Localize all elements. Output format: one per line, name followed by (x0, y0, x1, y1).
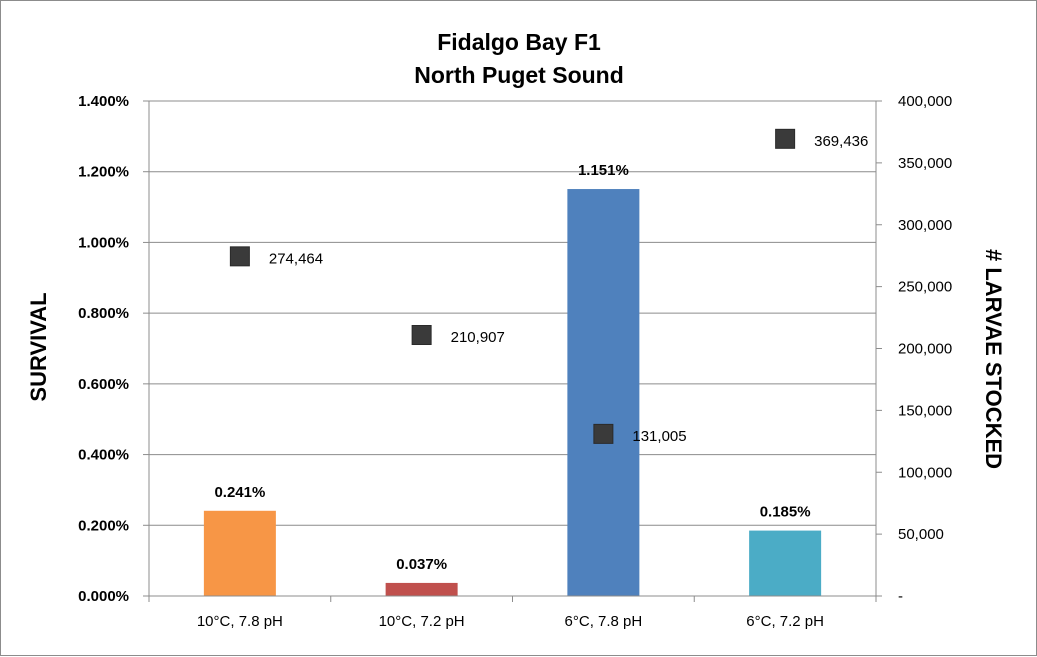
y-axis-title: SURVIVAL (26, 292, 51, 401)
larvae-data-label: 210,907 (451, 329, 505, 346)
larvae-series (229, 128, 796, 444)
y2-tick-label: 250,000 (898, 279, 952, 296)
y2-tick-label: - (898, 588, 903, 605)
survival-data-label: 0.037% (396, 556, 447, 573)
x-category-label: 6°C, 7.2 pH (746, 613, 824, 630)
y2-tick-label: 100,000 (898, 464, 952, 481)
survival-bar (567, 189, 640, 596)
chart-title-line1: Fidalgo Bay F1 (437, 29, 601, 55)
survival-bar (749, 530, 822, 596)
y-tick-label: 0.000% (78, 588, 129, 605)
y2-tick-label: 50,000 (898, 526, 944, 543)
y-tick-label: 0.200% (78, 517, 129, 534)
larvae-data-label: 131,005 (632, 428, 686, 445)
survival-data-label: 1.151% (578, 162, 629, 179)
survival-data-label: 0.185% (760, 504, 811, 521)
larvae-marker (229, 246, 250, 267)
y-tick-label: 0.400% (78, 447, 129, 464)
y-tick-label: 1.000% (78, 234, 129, 251)
x-category-label: 10°C, 7.2 pH (379, 613, 465, 630)
y-tick-label: 1.200% (78, 164, 129, 181)
bar-series (203, 189, 822, 596)
y2-tick-label: 150,000 (898, 402, 952, 419)
y2-tick-label: 300,000 (898, 217, 952, 234)
larvae-marker (775, 128, 796, 149)
survival-data-label: 0.241% (214, 484, 265, 501)
chart-title-line2: North Puget Sound (414, 62, 624, 88)
larvae-data-label: 274,464 (269, 250, 323, 267)
y-tick-label: 0.800% (78, 305, 129, 322)
larvae-data-label: 369,436 (814, 133, 868, 150)
y2-tick-label: 400,000 (898, 93, 952, 110)
y2-axis-title: # LARVAE STOCKED (981, 249, 1006, 469)
axes: 0.000% 0.200% 0.400% 0.600% 0.800% 1.000% 1.20… (78, 93, 952, 630)
y-tick-label: 0.600% (78, 376, 129, 393)
y-tick-label: 1.400% (78, 93, 129, 110)
x-category-label: 6°C, 7.8 pH (565, 613, 643, 630)
y2-tick-label: 200,000 (898, 341, 952, 358)
larvae-marker (411, 325, 432, 346)
data-labels: 0.241% 0.037% 1.151% 0.185% 274,464 210,907 13… (214, 133, 868, 573)
larvae-marker (593, 423, 614, 444)
x-category-label: 10°C, 7.8 pH (197, 613, 283, 630)
gridlines (149, 100, 876, 526)
survival-bar (203, 510, 276, 596)
survival-bar (385, 582, 458, 596)
y2-tick-label: 350,000 (898, 155, 952, 172)
